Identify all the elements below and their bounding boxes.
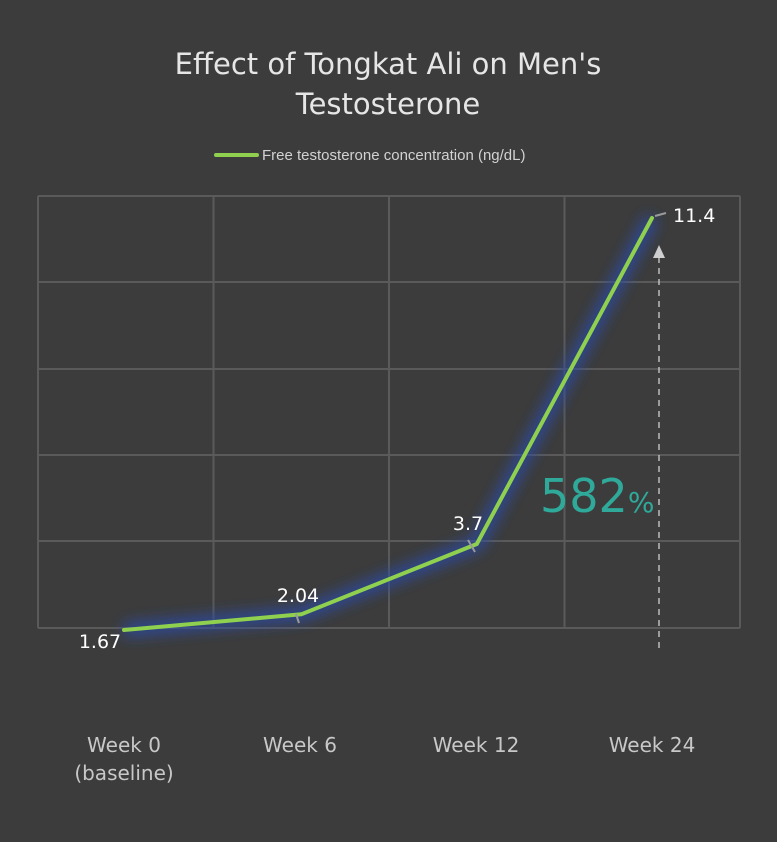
- grid: [37, 195, 741, 700]
- data-label-leader-2: [467, 539, 476, 553]
- chart-title-line-2: Testosterone: [295, 87, 480, 121]
- growth-annotation: 582%: [540, 245, 665, 648]
- data-label-0: 1.67: [79, 631, 121, 653]
- data-label-leader-1: [295, 613, 300, 624]
- x-tick-label-1-line-0: Week 6: [263, 733, 337, 757]
- x-tick-label-1: Week 6: [263, 733, 337, 757]
- series-line: [122, 216, 654, 632]
- legend-label: Free testosterone concentration (ng/dL): [262, 147, 525, 164]
- data-labels: 1.67 2.04 3.7 11.4: [79, 205, 715, 653]
- data-label-leader-3: [654, 212, 667, 217]
- growth-percent-value: 582: [540, 469, 628, 523]
- x-tick-label-2: Week 12: [433, 733, 520, 757]
- growth-arrow-head: [653, 245, 665, 258]
- growth-percent: 582%: [540, 469, 654, 523]
- data-label-3: 11.4: [673, 205, 715, 227]
- growth-percent-unit: %: [628, 486, 655, 519]
- chart-title-line-1: Effect of Tongkat Ali on Men's: [175, 47, 602, 81]
- x-tick-label-3: Week 24: [609, 733, 696, 757]
- x-tick-label-3-line-0: Week 24: [609, 733, 696, 757]
- x-tick-label-2-line-0: Week 12: [433, 733, 520, 757]
- data-label-1: 2.04: [277, 585, 319, 607]
- legend: Free testosterone concentration (ng/dL): [214, 147, 525, 164]
- x-tick-label-0: Week 0 (baseline): [74, 733, 173, 785]
- data-label-2: 3.7: [453, 513, 483, 535]
- x-tick-label-0-line-0: Week 0: [87, 733, 161, 757]
- series-line-group: [122, 216, 654, 632]
- x-axis-ticks: Week 0 (baseline) Week 6 Week 12 Week 24: [74, 733, 695, 785]
- x-tick-label-0-line-1: (baseline): [74, 761, 173, 785]
